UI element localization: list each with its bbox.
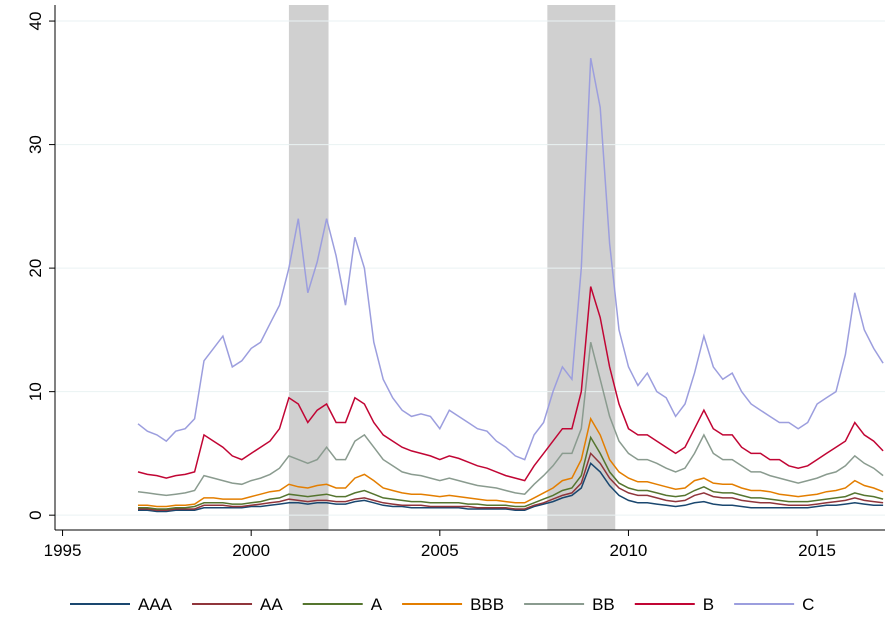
series-line [137,57,884,461]
x-tick-label: 2015 [798,541,836,560]
series-line [137,286,884,482]
legend-label: AAA [138,595,173,614]
series-line [138,462,884,513]
legend-label: AA [260,595,283,614]
y-tick-label: 40 [26,12,45,31]
x-tick-label: 2005 [421,541,459,560]
y-tick-label: 30 [26,135,45,154]
legend-label: C [802,595,814,614]
x-tick-label: 1995 [44,541,82,560]
legend-label: BBB [470,595,504,614]
series-line [137,342,884,497]
legend-label: A [371,595,383,614]
legend-label: BB [592,595,615,614]
y-tick-label: 10 [26,382,45,401]
x-tick-label: 2010 [610,541,648,560]
series-line [138,451,884,511]
x-tick-label: 2000 [232,541,270,560]
legend-label: B [703,595,714,614]
series-line [138,416,884,508]
y-tick-label: 20 [26,259,45,278]
y-tick-label: 0 [26,510,45,519]
series-line [138,435,884,510]
shaded-region [288,5,329,530]
